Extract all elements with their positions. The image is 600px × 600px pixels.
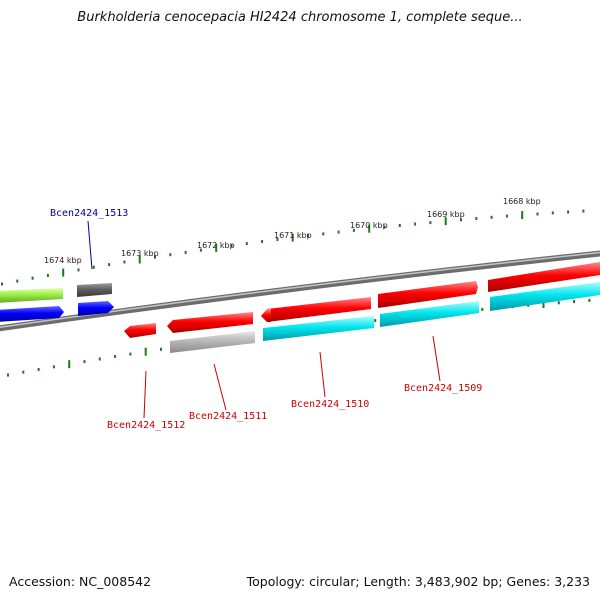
minor-tick [160,347,162,351]
minor-tick [374,319,377,323]
minor-tick [573,300,576,304]
ruler-label-1672: 1672 kbp [197,241,235,250]
minor-tick [37,368,40,371]
minor-tick [230,244,233,248]
major-tick [444,217,447,226]
minor-tick [588,298,591,302]
minor-tick [114,355,117,358]
minor-tick [460,218,462,222]
label-leader-line [143,370,147,419]
minor-tick [77,268,80,272]
major-tick [542,300,545,308]
minor-tick [46,273,49,277]
minor-tick [261,240,264,243]
ruler-label-1670: 1670 kbp [350,221,388,230]
minor-tick [398,224,401,227]
minor-tick [414,222,417,226]
ruler-label-1674: 1674 kbp [44,256,82,265]
label-leader-line [87,220,93,270]
gene-feature[interactable] [0,288,63,303]
gene-feature[interactable] [261,309,271,322]
minor-tick [108,263,111,267]
gene-feature[interactable] [267,297,371,322]
chromosome-backbone-highlight [0,251,600,329]
minor-tick [322,232,325,236]
minor-tick [551,211,554,215]
ruler-label-1669: 1669 kbp [427,210,465,219]
minor-tick [557,301,560,305]
gene-label-bcen2424-1510[interactable]: Bcen2424_1510 [291,399,369,410]
gene-feature[interactable] [0,306,64,322]
gene-feature[interactable] [263,316,374,341]
minor-tick [98,357,101,361]
gene-feature[interactable] [490,282,600,311]
gene-feature[interactable] [378,281,478,308]
minor-tick [129,352,132,356]
gene-feature[interactable] [167,312,253,333]
gene-feature[interactable] [170,331,255,353]
gene-feature[interactable] [124,323,156,338]
minor-tick [199,248,202,252]
minor-tick [31,276,34,280]
minor-tick [7,373,9,377]
minor-tick [52,365,55,369]
minor-tick [92,265,95,269]
outer-scale-ticks [1,209,585,286]
minor-tick [337,230,340,234]
minor-tick [276,238,279,241]
label-leader-line [213,363,227,411]
gene-label-bcen2424-1511[interactable]: Bcen2424_1511 [189,411,267,422]
minor-tick [22,370,25,374]
minor-tick [1,282,3,286]
genome-summary-text: Topology: circular; Length: 3,483,902 bp… [246,574,590,589]
minor-tick [16,279,19,283]
minor-tick [582,209,585,213]
major-tick [368,224,371,233]
minor-tick [245,242,248,246]
gene-feature[interactable] [380,301,479,327]
ruler-label-1673: 1673 kbp [121,249,159,258]
ruler-label-1668: 1668 kbp [503,197,541,206]
minor-tick [429,221,432,225]
major-tick [68,360,71,369]
gene-feature[interactable] [488,262,600,292]
accession-text: Accession: NC_008542 [9,574,152,589]
label-leader-line [432,335,441,382]
minor-tick [154,255,156,259]
minor-tick [490,215,493,219]
major-tick [291,233,294,242]
minor-tick [83,360,86,364]
label-leader-line [319,351,326,398]
gene-label-bcen2424-1509[interactable]: Bcen2424_1509 [404,383,482,394]
minor-tick [475,217,478,220]
minor-tick [169,253,172,257]
ruler-label-1671: 1671 kbp [274,231,312,240]
gene-feature[interactable] [77,283,112,297]
major-tick [144,347,147,356]
minor-tick [383,225,386,229]
major-tick [138,255,141,264]
map-title: Burkholderia cenocepacia HI2424 chromoso… [77,10,523,25]
major-tick [62,268,65,277]
minor-tick [567,210,570,214]
minor-tick [481,307,484,311]
minor-tick [307,234,309,238]
minor-tick [123,260,126,264]
gene-label-bcen2424-1513[interactable]: Bcen2424_1513 [50,208,128,219]
gene-feature[interactable] [78,301,114,316]
minor-tick [505,214,508,218]
major-tick [521,211,524,219]
major-tick [215,243,218,252]
minor-tick [184,250,187,254]
gene-label-bcen2424-1512[interactable]: Bcen2424_1512 [107,420,185,431]
minor-tick [352,228,355,232]
minor-tick [536,212,539,216]
chromosome-backbone [0,250,600,332]
